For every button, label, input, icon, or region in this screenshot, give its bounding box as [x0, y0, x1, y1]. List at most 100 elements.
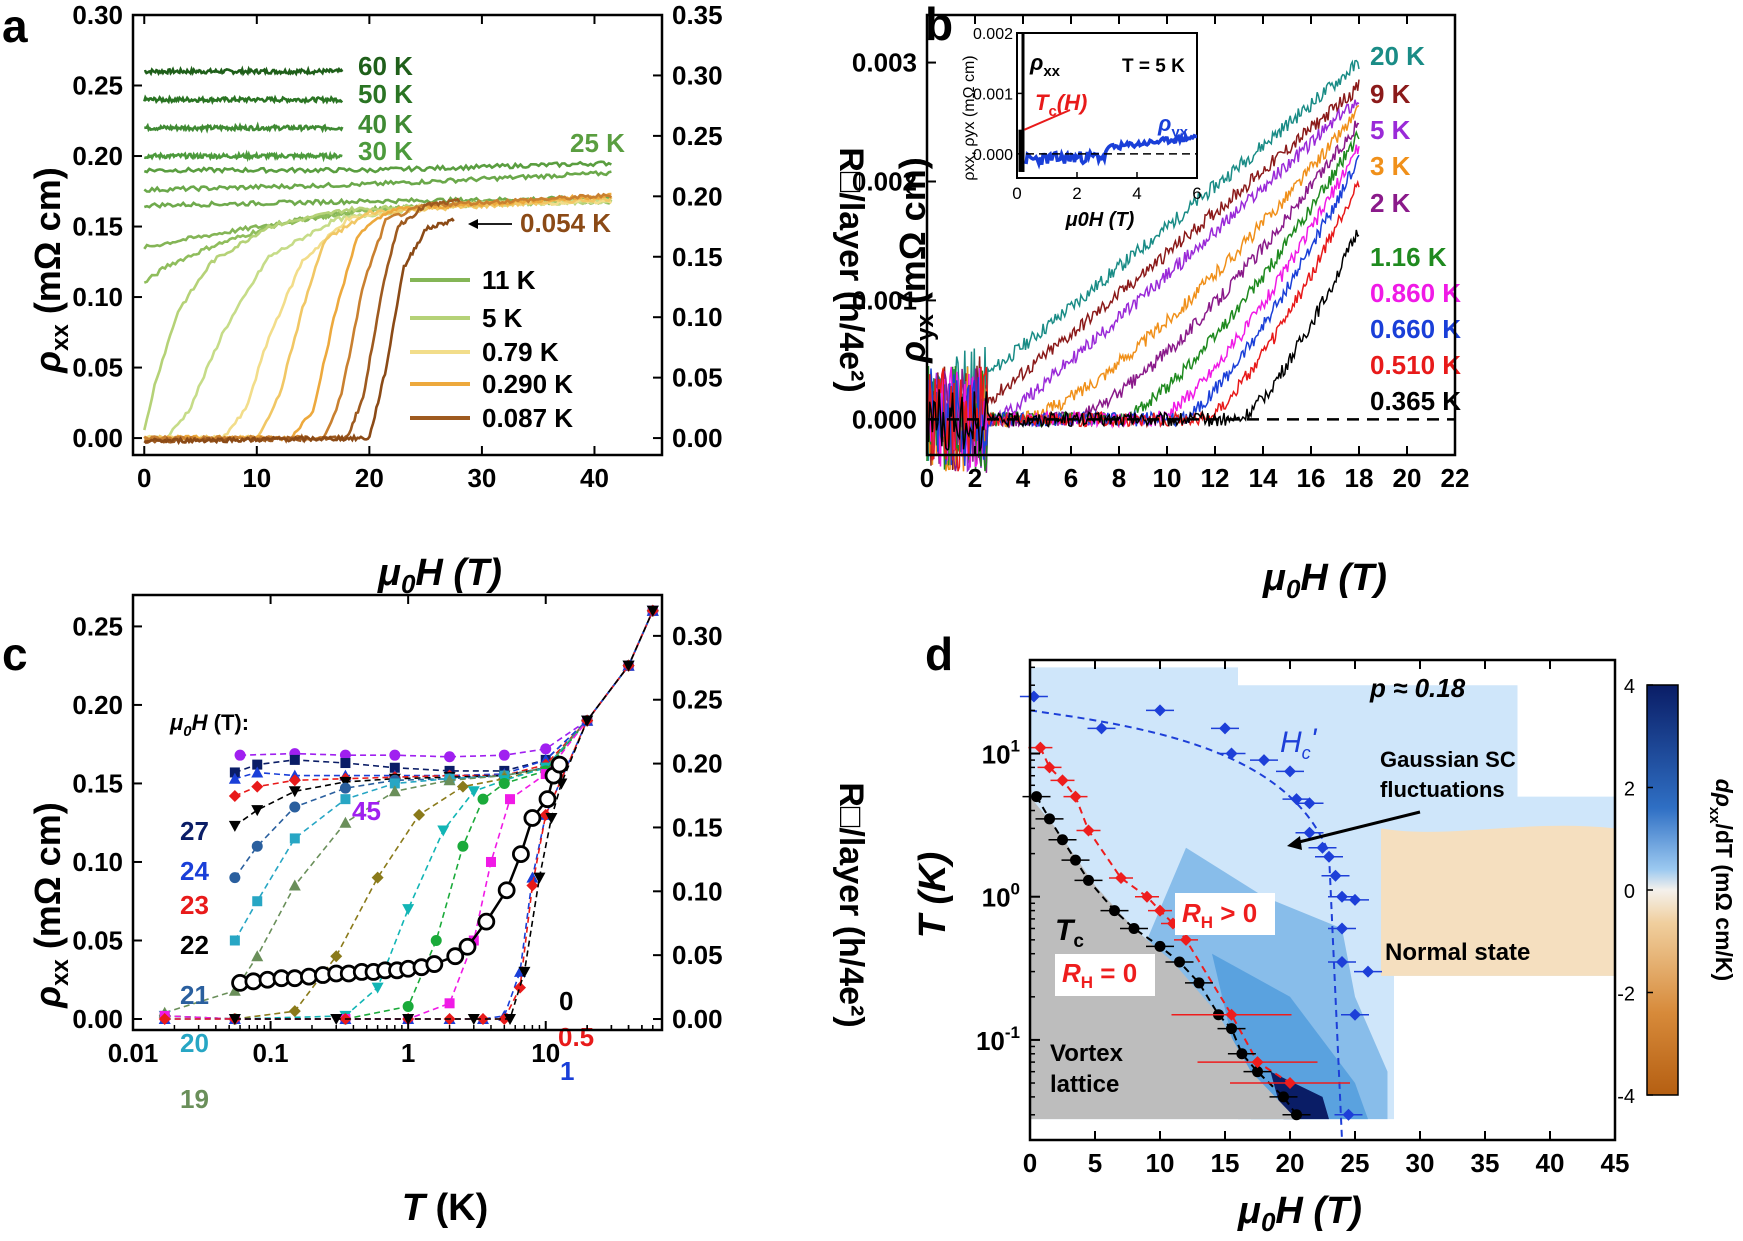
- panel-a-curve: [143, 65, 344, 77]
- panel-a-letter: a: [2, 0, 28, 52]
- panel-b-xtick-label: 2: [968, 463, 982, 493]
- panel-c-point: [289, 833, 300, 844]
- panel-d-rh-point: [1043, 761, 1056, 774]
- panel-c-point: [389, 778, 400, 789]
- panel-a-ytick-label: 0.20: [72, 141, 123, 171]
- panel-c-field-label: 19: [180, 1084, 209, 1114]
- panel-d-xtick-label: 25: [1341, 1148, 1370, 1178]
- panel-c-y2tick-label: 0.00: [672, 1004, 723, 1034]
- panel-a-y2tick-label: 0.30: [672, 60, 723, 90]
- panel-c-y2tick-label: 0.10: [672, 876, 723, 906]
- panel-c-point: [371, 871, 384, 884]
- panel-c-point: [545, 812, 558, 824]
- panel-b: b 20 K 9 K 5 K 3 K 2 K 1.16 K 0.860 K 0.660 K 0.…: [852, 0, 1470, 604]
- panel-d-arrow: [1294, 810, 1421, 845]
- panel-c-y2tick-label: 0.15: [672, 812, 723, 842]
- panel-d-rh-zero-box: [1055, 954, 1155, 996]
- inset-tc-arrow: [1024, 109, 1071, 131]
- panel-c-xtick-label: 0.01: [108, 1038, 159, 1068]
- panel-d-rh-point: [1115, 872, 1127, 885]
- panel-c-point: [228, 790, 241, 803]
- panel-c-point: [288, 774, 301, 787]
- panel-c-point: [457, 840, 469, 852]
- panel-b-xtick-label: 22: [1441, 463, 1470, 493]
- colorbar-tick-label: -4: [1617, 1086, 1635, 1108]
- panel-d-frame: [1028, 658, 1617, 1142]
- panel-c-ytick-label: 0.05: [72, 925, 123, 955]
- panel-a-curve: [143, 94, 344, 105]
- panel-c-point: [437, 825, 450, 837]
- panel-a-annotation: 25 K: [570, 128, 625, 158]
- panel-b-xtick-label: 8: [1112, 463, 1126, 493]
- panel-a-annotation: 30 K: [358, 136, 413, 166]
- panel-b-xtick-label: 20: [1393, 463, 1422, 493]
- inset-xtick-label: 2: [1072, 184, 1081, 203]
- panel-c-point: [330, 950, 343, 963]
- phase-vortex-gray-region: [1030, 796, 1297, 1120]
- panel-c-point: [498, 777, 510, 789]
- panel-c-point: [288, 786, 301, 798]
- panel-b-xtick-label: 4: [1016, 463, 1031, 493]
- panel-b-xtick-label: 12: [1201, 463, 1230, 493]
- panel-c-y2tick-label: 0.05: [672, 940, 723, 970]
- panel-d-tc-point: [1083, 874, 1094, 886]
- inset-rho-yx-curve: [1024, 130, 1198, 170]
- panel-c-hollow-point: [523, 809, 542, 827]
- panel-b-ytick-label: 0.001: [852, 285, 917, 315]
- panel-b-ytick-label: 0.000: [852, 404, 917, 434]
- panel-d-rh-point: [1069, 790, 1082, 803]
- panel-d-tc-point: [1070, 854, 1081, 866]
- panel-c-point: [485, 856, 496, 867]
- panel-c-frame: [131, 593, 664, 1032]
- panel-d-colorbar: 4 2 0 -2 -4 dρxx/dT (mΩ cm/K): [1617, 676, 1737, 1108]
- panel-b-xtick-label: 0: [920, 463, 934, 493]
- panel-a-ytick-label: 0.00: [72, 423, 123, 453]
- panel-a-y2tick-label: 0.15: [672, 242, 723, 272]
- panel-d-hc-point: [1316, 841, 1329, 854]
- panel-c-point: [646, 605, 659, 617]
- panel-c-curve: [164, 610, 654, 1020]
- panel-d-ytick-label: 101: [982, 737, 1020, 770]
- panel-d-hc-point: [1219, 722, 1231, 735]
- panel-b-ytick-label: 0.003: [852, 48, 917, 78]
- panel-c-xtick-label: 10: [531, 1038, 560, 1068]
- panel-a-y2tick-label: 0.25: [672, 121, 723, 151]
- panel-c-point: [467, 786, 480, 798]
- panel-d-hc-point: [1349, 1008, 1361, 1021]
- panel-d-gaussian-label: Gaussian SC: [1380, 747, 1516, 772]
- panel-d-tc-point: [1174, 956, 1185, 968]
- colorbar-label: dρxx/dT (mΩ cm/K): [1706, 779, 1737, 981]
- panel-d-lattice-label: lattice: [1050, 1071, 1119, 1098]
- panel-c-ytick-label: 0.25: [72, 611, 123, 641]
- panel-d-xtick-label: 45: [1601, 1148, 1630, 1178]
- panel-d-rh-point: [1284, 1077, 1296, 1090]
- panel-b-xlabel: μ0H (T): [1262, 557, 1387, 604]
- panel-d-tc-point: [1044, 813, 1055, 825]
- panel-c-hollow-point: [244, 972, 263, 991]
- panel-d-rh-point: [1082, 824, 1095, 837]
- inset-ytick-label: 0.002: [973, 26, 1013, 43]
- panel-c-point: [540, 743, 552, 755]
- panel-c-point: [251, 780, 264, 793]
- panel-a-frame: [131, 13, 664, 457]
- panel-c-curve: [164, 610, 654, 1014]
- panel-a-annotation: 60 K: [358, 51, 413, 81]
- panel-c-ytick-label: 0.00: [72, 1004, 123, 1034]
- panel-c-point: [289, 754, 300, 765]
- panel-c-point: [513, 981, 526, 994]
- panel-c-point: [498, 749, 510, 761]
- panel-a-legend: 11 K 5 K 0.79 K0.290 K 0.087 K: [410, 265, 573, 433]
- panel-a-y2tick-label: 0.00: [672, 423, 723, 453]
- panel-a-y2tick-label: 0.05: [672, 363, 723, 393]
- panel-d-series: [1019, 690, 1382, 1141]
- panel-c-point: [339, 782, 351, 794]
- panel-c-point: [371, 982, 384, 994]
- panel-d-hc-point: [1225, 747, 1238, 760]
- panel-c-field-header: μ0H (T):: [169, 710, 249, 740]
- panel-a-legend-label: 0.087 K: [482, 403, 573, 433]
- panel-b-legend-label: 0.660 K: [1370, 314, 1461, 344]
- panel-d-hc-point: [1342, 1108, 1355, 1121]
- panel-b-curve: [926, 79, 1360, 471]
- panel-d-xtick-label: 5: [1088, 1148, 1102, 1178]
- panel-c-point: [252, 896, 263, 907]
